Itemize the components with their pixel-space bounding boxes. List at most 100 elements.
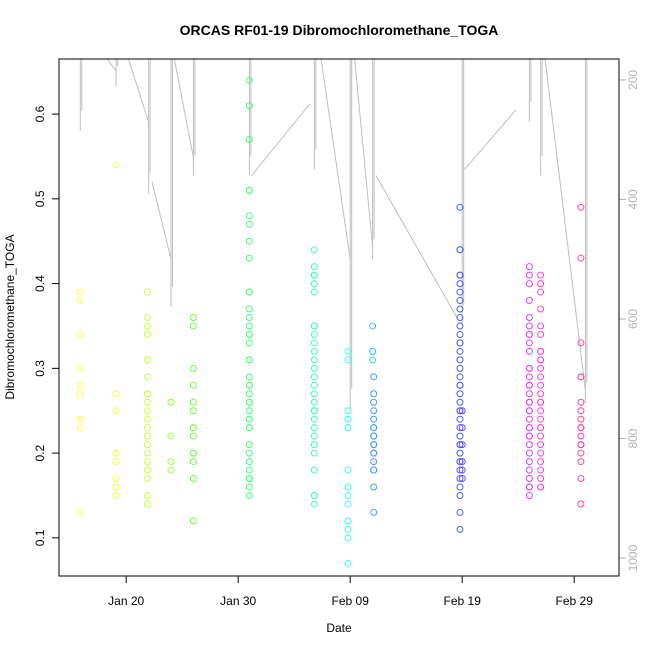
- data-point: [537, 288, 545, 296]
- data-point: [143, 322, 151, 330]
- data-point: [456, 288, 464, 296]
- altitude-track-segment: [320, 58, 351, 260]
- data-point: [456, 347, 464, 355]
- data-point: [577, 407, 585, 415]
- data-point: [525, 373, 533, 381]
- data-point: [344, 491, 352, 499]
- x-axis-label: Date: [326, 621, 352, 635]
- data-point: [456, 483, 464, 491]
- data-point: [344, 525, 352, 533]
- data-point: [76, 364, 84, 372]
- data-point: [458, 475, 466, 483]
- data-point: [456, 330, 464, 338]
- data-point: [525, 424, 533, 432]
- data-point: [525, 297, 533, 305]
- data-point: [456, 491, 464, 499]
- x-tick-label: Feb 19: [444, 594, 482, 608]
- data-point: [537, 458, 545, 466]
- data-point: [310, 271, 318, 279]
- data-point: [245, 458, 253, 466]
- data-point: [456, 466, 464, 474]
- data-point: [537, 441, 545, 449]
- data-point: [458, 441, 466, 449]
- data-point: [245, 475, 253, 483]
- data-point: [370, 373, 378, 381]
- data-point: [310, 347, 318, 355]
- data-point: [525, 314, 533, 321]
- data-point: [525, 458, 533, 466]
- data-point: [458, 407, 466, 415]
- data-point: [537, 364, 545, 372]
- data-point: [189, 449, 197, 457]
- data-point: [245, 398, 253, 406]
- data-point: [456, 297, 464, 305]
- data-point: [537, 381, 545, 389]
- data-point: [310, 263, 318, 271]
- data-point: [310, 280, 318, 288]
- right-tick-label: 1000: [626, 544, 640, 571]
- data-point: [525, 381, 533, 389]
- data-point: [245, 373, 253, 381]
- data-point: [167, 458, 175, 466]
- y-tick-label: 0.6: [33, 105, 47, 122]
- data-point: [458, 424, 466, 432]
- data-point: [143, 314, 151, 321]
- data-point: [245, 237, 253, 245]
- data-point: [456, 415, 464, 423]
- data-point: [112, 390, 120, 398]
- data-point: [344, 415, 352, 423]
- data-point: [456, 407, 464, 415]
- y-axis-label: Dibromochloromethane_TOGA: [3, 234, 17, 399]
- data-point: [525, 491, 533, 499]
- data-point: [189, 398, 197, 406]
- data-point: [245, 407, 253, 415]
- data-point: [537, 466, 545, 474]
- plot-frame: [58, 58, 620, 577]
- chart-title: ORCAS RF01-19 Dibromochloromethane_TOGA: [180, 22, 499, 38]
- data-point: [245, 466, 253, 474]
- data-point: [310, 449, 318, 457]
- data-point: [189, 314, 197, 321]
- data-point: [245, 186, 253, 194]
- data-point: [143, 356, 151, 364]
- data-point: [143, 390, 151, 398]
- data-point: [310, 381, 318, 389]
- data-point: [537, 322, 545, 330]
- data-point: [456, 364, 464, 372]
- data-point: [310, 466, 318, 474]
- data-point: [310, 390, 318, 398]
- data-point: [456, 475, 464, 483]
- x-tick-label: Feb 09: [332, 594, 370, 608]
- data-point: [456, 525, 464, 533]
- altitude-track-segment: [127, 58, 150, 122]
- data-point: [245, 390, 253, 398]
- y-tick-label: 0.5: [33, 190, 47, 207]
- data-point: [370, 458, 378, 466]
- data-point: [245, 220, 253, 228]
- data-point: [245, 102, 253, 110]
- data-point: [577, 475, 585, 483]
- altitude-track: [79, 58, 588, 409]
- data-point: [456, 424, 464, 432]
- data-point: [143, 491, 151, 499]
- data-point: [245, 136, 253, 144]
- data-point: [344, 534, 352, 542]
- data-point: [310, 491, 318, 499]
- data-point: [525, 398, 533, 406]
- data-point: [577, 415, 585, 423]
- data-point: [525, 449, 533, 457]
- data-point: [245, 483, 253, 491]
- data-point: [112, 491, 120, 499]
- data-point: [245, 212, 253, 220]
- data-point: [310, 441, 318, 449]
- data-point: [577, 458, 585, 466]
- data-point: [189, 517, 197, 525]
- data-point: [245, 322, 253, 330]
- data-point: [143, 373, 151, 381]
- data-point: [143, 475, 151, 483]
- data-point: [112, 483, 120, 491]
- data-point: [189, 381, 197, 389]
- data-point: [537, 347, 545, 355]
- data-point: [525, 483, 533, 491]
